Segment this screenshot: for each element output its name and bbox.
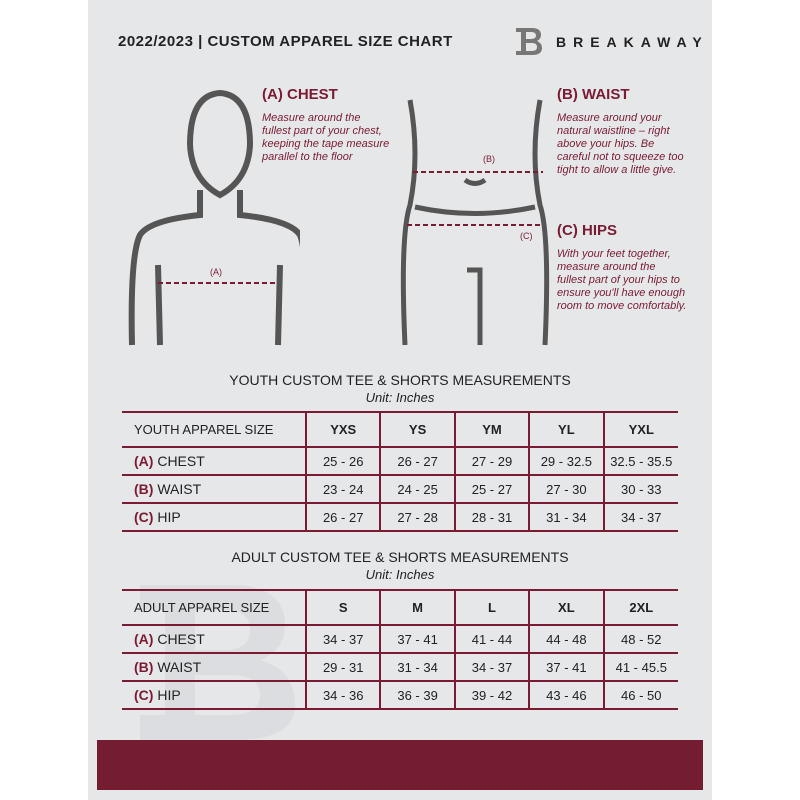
size-value: 34 - 36 [304,681,381,710]
header-cell: YOUTH APPAREL SIZE [122,411,306,448]
header-cell: 2XL [602,589,678,626]
size-value: 27 - 29 [453,447,530,476]
header-cell: M [379,589,455,626]
chest-description: Measure around the fullest part of your … [262,112,390,163]
size-value: 31 - 34 [379,653,455,682]
row-label: (B) WAIST [122,475,306,504]
row-label: (B) WAIST [122,653,306,682]
table-row: (C) HIP 34 - 36 36 - 39 39 - 42 43 - 46 46 - … [122,681,678,710]
row-letter: (B) [134,481,154,497]
row-letter: (B) [134,659,154,675]
breakaway-logo-icon [512,24,544,58]
size-value: 27 - 30 [528,475,604,504]
size-value: 25 - 26 [304,447,381,476]
row-name: WAIST [157,481,202,497]
size-value: 24 - 25 [379,475,455,504]
table-row: (A) CHEST 25 - 26 26 - 27 27 - 29 29 - 32.5 3… [122,447,678,476]
row-letter: (A) [134,453,154,469]
table-row: (B) WAIST 23 - 24 24 - 25 25 - 27 27 - 30 30 … [122,475,678,504]
size-value: 39 - 42 [453,681,530,710]
size-value: 41 - 45.5 [602,653,678,682]
brand-name: BREAKAWAY [556,34,709,50]
upper-body-figure [128,89,300,346]
row-name: WAIST [157,659,202,675]
size-value: 43 - 46 [528,681,604,710]
row-label: (C) HIP [122,503,306,532]
youth-unit: Unit: Inches [365,390,435,405]
adult-title: ADULT CUSTOM TEE & SHORTS MEASUREMENTS [231,549,569,565]
adult-unit: Unit: Inches [365,567,435,582]
header-cell: YXL [602,411,678,448]
table-row: (C) HIP 26 - 27 27 - 28 28 - 31 31 - 34 34 - … [122,503,678,532]
hips-description: With your feet together, measure around … [557,248,687,312]
size-value: 31 - 34 [528,503,604,532]
row-label: (C) HIP [122,681,306,710]
row-name: HIP [157,687,181,703]
size-value: 27 - 28 [379,503,455,532]
row-name: HIP [157,509,181,525]
hips-marker: (C) [520,231,533,241]
waist-marker: (B) [483,154,495,164]
adult-size-table: ADULT APPAREL SIZE S M L XL 2XL (A) CHEST 34 - … [122,589,678,710]
waist-heading: (B) WAIST [557,86,630,103]
header-cell: L [453,589,530,626]
page-title: 2022/2023 | CUSTOM APPAREL SIZE CHART [118,33,453,50]
size-value: 34 - 37 [453,653,530,682]
size-value: 28 - 31 [453,503,530,532]
hips-heading: (C) HIPS [557,222,617,239]
row-label: (A) CHEST [122,625,306,654]
table-header-row: ADULT APPAREL SIZE S M L XL 2XL [122,589,678,626]
size-value: 32.5 - 35.5 [602,447,678,476]
size-value: 29 - 32.5 [528,447,604,476]
row-letter: (C) [134,509,154,525]
youth-title: YOUTH CUSTOM TEE & SHORTS MEASUREMENTS [229,372,571,388]
size-value: 26 - 27 [304,503,381,532]
footer-band [97,740,703,790]
row-letter: (C) [134,687,154,703]
size-value: 30 - 33 [602,475,678,504]
table-row: (A) CHEST 34 - 37 37 - 41 41 - 44 44 - 48 48 … [122,625,678,654]
table-header-row: YOUTH APPAREL SIZE YXS YS YM YL YXL [122,411,678,448]
chest-heading: (A) CHEST [262,86,338,103]
size-value: 48 - 52 [602,625,678,654]
header-cell: ADULT APPAREL SIZE [122,589,306,626]
header-cell: YL [528,411,604,448]
youth-size-table: YOUTH APPAREL SIZE YXS YS YM YL YXL (A) CHEST 2… [122,411,678,532]
size-value: 23 - 24 [304,475,381,504]
row-label: (A) CHEST [122,447,306,476]
size-value: 25 - 27 [453,475,530,504]
header-cell: YM [453,411,530,448]
header-cell: YXS [304,411,381,448]
row-name: CHEST [157,453,205,469]
table-row: (B) WAIST 29 - 31 31 - 34 34 - 37 37 - 41 41 … [122,653,678,682]
size-value: 36 - 39 [379,681,455,710]
header-cell: S [304,589,381,626]
chest-marker: (A) [210,267,222,277]
size-value: 37 - 41 [379,625,455,654]
size-value: 29 - 31 [304,653,381,682]
header-cell: YS [379,411,455,448]
size-value: 44 - 48 [528,625,604,654]
row-letter: (A) [134,631,154,647]
size-value: 26 - 27 [379,447,455,476]
size-value: 34 - 37 [304,625,381,654]
size-value: 37 - 41 [528,653,604,682]
size-value: 34 - 37 [602,503,678,532]
header-cell: XL [528,589,604,626]
size-value: 46 - 50 [602,681,678,710]
size-value: 41 - 44 [453,625,530,654]
row-name: CHEST [157,631,205,647]
waist-description: Measure around your natural waistline – … [557,112,684,176]
torso-figure [400,99,550,346]
